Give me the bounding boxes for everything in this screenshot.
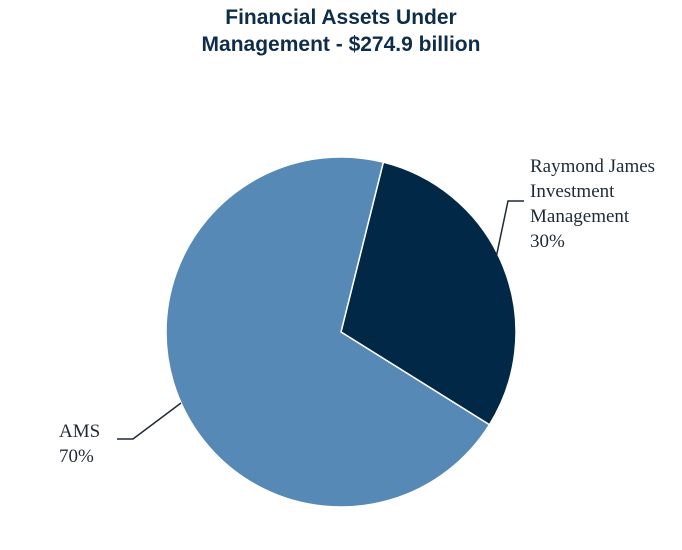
chart-title-line-2: Management - $274.9 billion xyxy=(201,33,481,56)
leader-line-ams xyxy=(117,402,182,440)
pie-slice-ams xyxy=(165,156,491,508)
leader-line-rjim xyxy=(495,200,524,259)
pie-slices xyxy=(165,156,517,508)
slice-label-rjim: Raymond James Investment Management 30% xyxy=(530,156,660,252)
slice-label-rjim-line-2: Investment xyxy=(530,181,615,202)
slice-label-ams-line-1: AMS xyxy=(59,421,100,442)
chart-title-line-1: Financial Assets Under xyxy=(225,6,457,29)
slice-label-rjim-percent: 30% xyxy=(530,231,565,252)
slice-label-rjim-line-3: Management xyxy=(530,206,630,227)
slice-label-ams: AMS 70% xyxy=(59,421,105,467)
slice-label-ams-percent: 70% xyxy=(59,446,94,467)
chart-title: Financial Assets Under Management - $274… xyxy=(0,4,682,58)
slice-label-rjim-line-1: Raymond James xyxy=(530,156,655,177)
